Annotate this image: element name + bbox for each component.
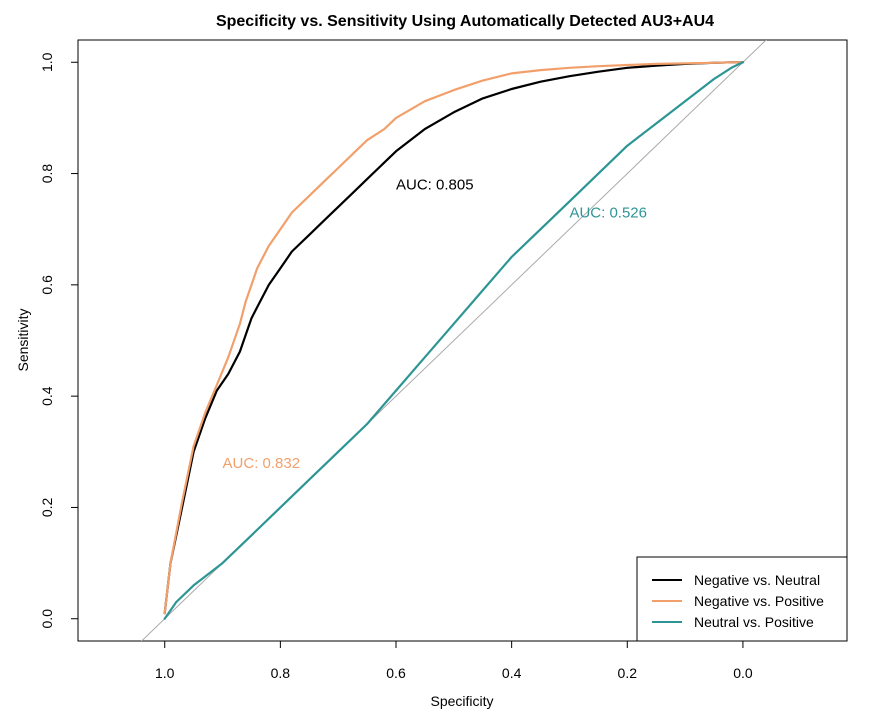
y-tick-label: 1.0 (39, 52, 55, 72)
plot-frame (77, 39, 848, 642)
legend-label-neutral-positive: Neutral vs. Positive (694, 614, 814, 630)
x-tick-label: 0.8 (271, 665, 291, 681)
roc-curve-neutral-positive (163, 61, 745, 620)
x-tick-label: 0.0 (733, 665, 753, 681)
chance-diagonal (140, 40, 767, 641)
roc-curve-negative-positive (163, 61, 745, 615)
chart-title: Specificity vs. Sensitivity Using Automa… (216, 13, 714, 30)
y-tick-label: 0.8 (39, 164, 55, 184)
legend-label-negative-positive: Negative vs. Positive (694, 593, 824, 609)
auc-label-negative-positive: AUC: 0.832 (223, 455, 301, 472)
y-tick-label: 0.6 (39, 275, 55, 295)
legend-label-negative-neutral: Negative vs. Neutral (694, 572, 820, 588)
x-tick-label: 1.0 (155, 665, 175, 681)
auc-label-negative-neutral: AUC: 0.805 (396, 177, 474, 194)
x-tick-label: 0.2 (618, 665, 638, 681)
x-tick-label: 0.6 (386, 665, 406, 681)
legend: Negative vs. Neutral Negative vs. Positi… (636, 556, 848, 642)
y-tick-label: 0.4 (39, 386, 55, 406)
auc-label-neutral-positive: AUC: 0.526 (569, 205, 647, 222)
y-tick-label: 0.2 (39, 498, 55, 518)
x-tick-label: 0.4 (502, 665, 522, 681)
y-axis-title: Sensitivity (15, 308, 31, 371)
legend-box (636, 556, 848, 642)
roc-curve-negative-neutral (163, 61, 745, 615)
x-axis-title: Specificity (430, 693, 493, 709)
y-tick-label: 0.0 (39, 609, 55, 629)
